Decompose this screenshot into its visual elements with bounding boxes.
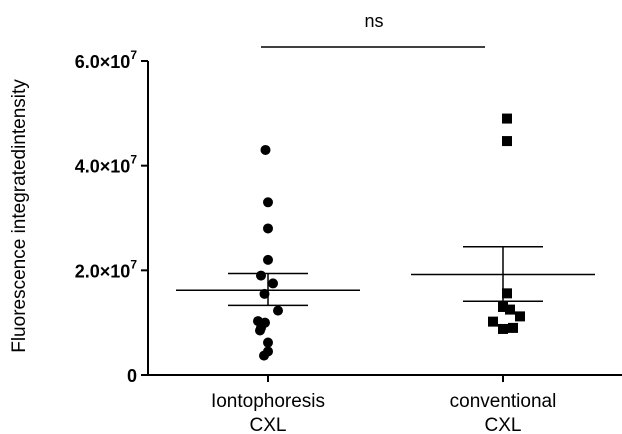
data-point-circle (255, 325, 265, 336)
x-category-label: Iontophoresis (211, 391, 325, 412)
data-points (253, 113, 525, 361)
data-point-square (488, 316, 498, 327)
x-category-label-line2: CXL (485, 415, 522, 434)
x-category-label-line2: CXL (250, 415, 287, 434)
y-tick-label: 0 (127, 366, 137, 386)
significance-annotation: ns (261, 11, 485, 48)
data-point-circle (259, 288, 270, 299)
data-point-square (502, 113, 512, 124)
data-point-square (505, 304, 515, 315)
axes (147, 61, 622, 376)
data-point-square (502, 136, 512, 147)
mean-sem-bars (176, 246, 595, 307)
y-tick-label: 6.0×107 (75, 48, 138, 72)
data-point-circle (260, 144, 271, 155)
data-point-square (515, 311, 525, 322)
y-tick-label: 4.0×107 (75, 153, 138, 177)
data-point-circle (268, 278, 278, 289)
data-point-circle (263, 223, 273, 234)
data-point-square (498, 323, 508, 334)
data-point-circle (263, 254, 273, 265)
y-tick-label: 2.0×107 (75, 257, 138, 281)
data-point-square (508, 322, 518, 333)
data-point-circle (263, 337, 273, 348)
y-axis-title: Fluorescence integratedintensity (9, 79, 30, 353)
data-point-circle (263, 197, 273, 208)
data-point-circle (259, 350, 269, 361)
y-ticks: 0 2.0×107 4.0×107 6.0×107 (75, 48, 148, 386)
data-point-circle (256, 270, 266, 281)
x-categories: Iontophoresis CXL conventional CXL (211, 375, 556, 434)
data-point-circle (273, 305, 283, 316)
x-category-label: conventional (450, 391, 557, 412)
data-point-square (502, 288, 512, 299)
data-point-square (498, 301, 508, 312)
significance-label: ns (364, 11, 383, 31)
